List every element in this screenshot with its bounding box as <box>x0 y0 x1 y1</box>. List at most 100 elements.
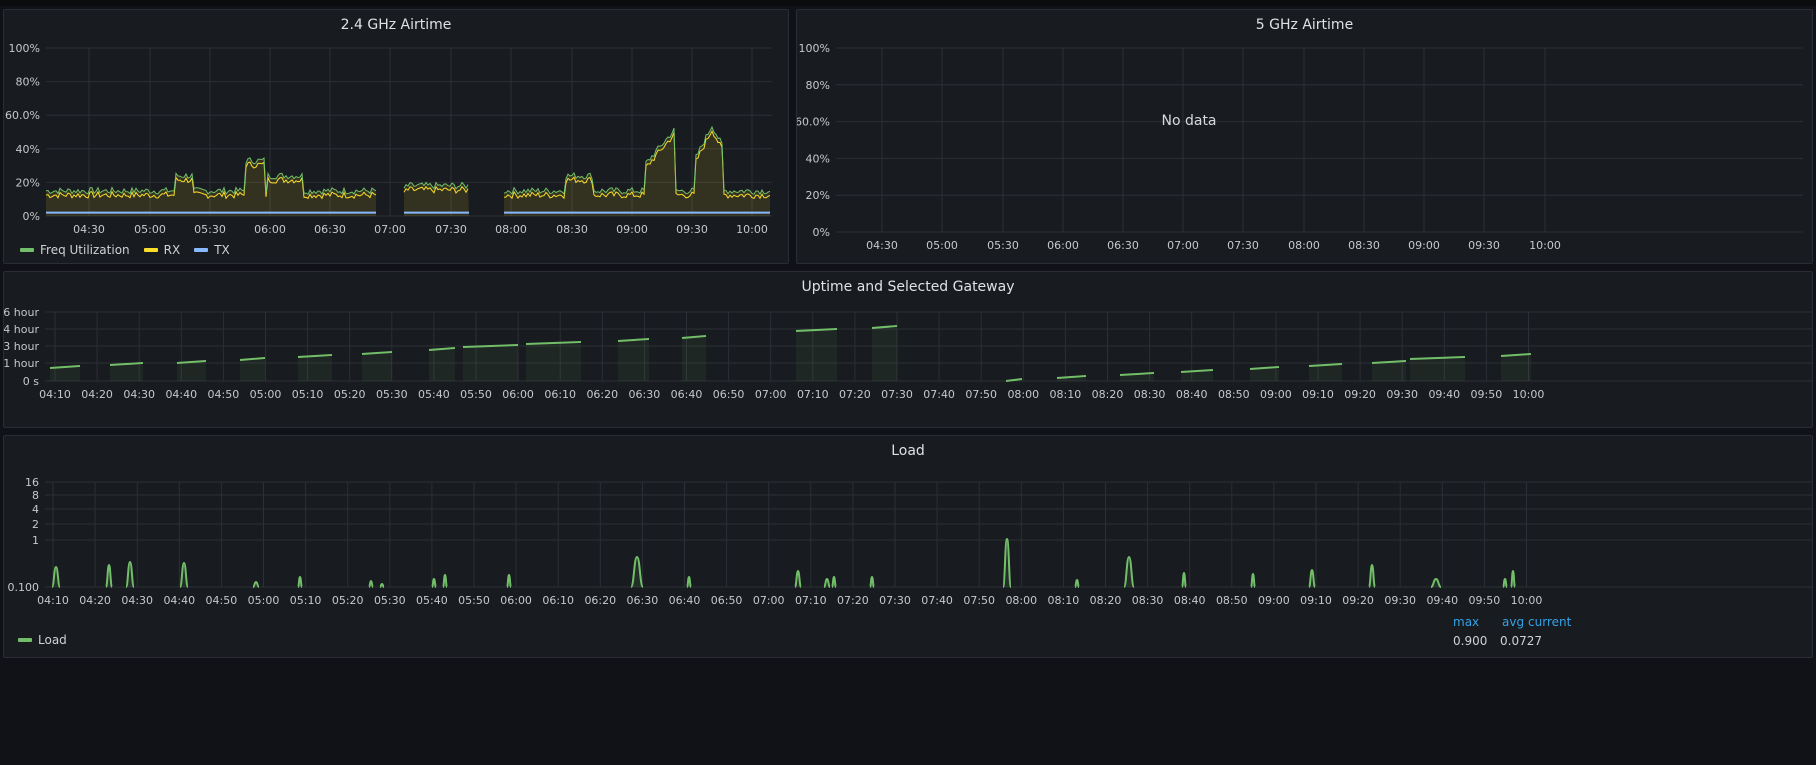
x-tick-label: 07:10 <box>795 594 827 607</box>
x-tick-label: 07:50 <box>963 594 995 607</box>
x-tick-label: 04:30 <box>866 239 898 252</box>
x-tick-label: 07:00 <box>753 594 785 607</box>
x-tick-label: 06:50 <box>711 594 743 607</box>
x-tick-label: 09:30 <box>1468 239 1500 252</box>
uptime-bar <box>240 360 265 381</box>
panel-title[interactable]: 5 GHz Airtime <box>1255 17 1354 33</box>
panel-title[interactable]: Load <box>891 443 925 459</box>
uptime-bar <box>110 365 143 381</box>
y-tick-label: 16 <box>25 476 39 489</box>
airtime-5-chart[interactable]: 0% 20% 40% 60.0% 80% 100% 04:30 05:00 05:30 06:00… <box>797 10 1814 265</box>
airtime-24-chart[interactable]: 0% 20% 40% 60.0% 80% 100% 04:30 05:00 05:30 06:00… <box>4 10 790 265</box>
x-tick-label: 05:20 <box>334 388 366 401</box>
series-rx-line <box>403 185 469 194</box>
panel-2-4ghz-airtime[interactable]: 2.4 GHz Airtime 0% 20% 40% 60.0% 80% 100% 04:3… <box>3 9 789 264</box>
x-tick-label: 07:20 <box>837 594 869 607</box>
y-tick-label: 4 hour <box>4 323 39 336</box>
uptime-chart[interactable]: 0 s 1 hour 3 hour 4 hour 6 hour 04:10 04:20 04:… <box>4 272 1814 429</box>
x-tick-label: 07:40 <box>923 388 955 401</box>
load-spike <box>252 580 260 588</box>
x-tick-label: 08:30 <box>1134 388 1166 401</box>
series-freq-line <box>503 125 771 196</box>
stat-header-max[interactable]: max <box>1453 615 1480 629</box>
uptime-line <box>1409 356 1466 360</box>
load-spike <box>686 575 692 588</box>
stat-header-avg[interactable]: avg <box>1502 615 1525 629</box>
x-tick-label: 09:00 <box>1408 239 1440 252</box>
x-tick-label: 04:50 <box>206 594 238 607</box>
x-tick-label: 05:30 <box>987 239 1019 252</box>
x-tick-label: 06:00 <box>500 594 532 607</box>
x-tick-label: 07:00 <box>755 388 787 401</box>
x-tick-label: 09:00 <box>1260 388 1292 401</box>
legend-label-freq: Freq Utilization <box>40 243 130 257</box>
y-tick-label: 4 <box>32 503 39 516</box>
top-bar <box>0 0 1816 6</box>
load-spike <box>51 565 61 588</box>
y-tick-label: 100% <box>799 42 830 55</box>
uptime-line <box>361 351 393 355</box>
x-tick-label: 07:10 <box>797 388 829 401</box>
x-tick-label: 06:40 <box>671 388 703 401</box>
uptime-line <box>49 365 81 369</box>
rx-area <box>46 157 376 216</box>
x-tick-label: 08:30 <box>556 223 588 236</box>
legend: Freq Utilization RX TX <box>20 243 230 257</box>
uptime-bar <box>362 354 392 381</box>
x-tick-label: 06:10 <box>542 594 574 607</box>
y-tick-label: 20% <box>16 176 40 189</box>
x-tick-label: 08:40 <box>1176 388 1208 401</box>
panel-load[interactable]: Load 0.100 1 2 4 8 16 04:10 04:20 04:30 04:40 04:5… <box>3 435 1813 658</box>
x-tick-label: 09:40 <box>1426 594 1458 607</box>
y-tick-label: 3 hour <box>4 340 39 353</box>
swatch-freq <box>20 248 34 252</box>
x-tick-label: 04:50 <box>208 388 240 401</box>
series-rx-line <box>45 161 377 200</box>
uptime-bar <box>682 338 706 381</box>
uptime-line <box>1249 366 1280 370</box>
x-tick-label: 10:00 <box>1529 239 1561 252</box>
panel-uptime[interactable]: Uptime and Selected Gateway 0 s 1 hour 3 h… <box>3 271 1813 428</box>
y-tick-label: 60.0% <box>5 109 40 122</box>
x-tick-label: 06:00 <box>254 223 286 236</box>
x-tick-label: 07:50 <box>965 388 997 401</box>
uptime-line <box>176 360 207 364</box>
x-tick-label: 10:00 <box>736 223 768 236</box>
legend-label-load: Load <box>38 633 67 647</box>
y-tick-label: 20% <box>806 189 830 202</box>
x-tick-label: 08:40 <box>1174 594 1206 607</box>
x-tick-label: 09:20 <box>1344 388 1376 401</box>
legend-item-tx[interactable]: TX <box>194 243 230 257</box>
panel-title[interactable]: 2.4 GHz Airtime <box>340 17 452 33</box>
x-tick-label: 09:30 <box>676 223 708 236</box>
x-tick-label: 05:20 <box>332 594 364 607</box>
rx-area <box>504 127 770 216</box>
y-tick-label: 80% <box>16 76 40 89</box>
uptime-line <box>1119 372 1155 376</box>
x-tick-label: 05:00 <box>250 388 282 401</box>
y-tick-label: 40% <box>806 152 830 165</box>
y-tick-label: 8 <box>32 489 39 502</box>
x-tick-label: 10:00 <box>1513 388 1545 401</box>
legend-item-rx[interactable]: RX <box>143 243 180 257</box>
x-tick-label: 06:10 <box>544 388 576 401</box>
load-spike <box>368 579 374 588</box>
uptime-line <box>1005 378 1023 382</box>
x-tick-label: 04:20 <box>79 594 111 607</box>
load-spike <box>105 563 113 588</box>
uptime-bar <box>1057 378 1086 381</box>
uptime-line <box>1308 363 1343 367</box>
uptime-bar <box>796 331 837 381</box>
x-tick-label: 09:40 <box>1428 388 1460 401</box>
y-tick-label: 40% <box>16 143 40 156</box>
legend-item-freq[interactable]: Freq Utilization <box>20 243 130 257</box>
panel-5ghz-airtime[interactable]: 5 GHz Airtime 0% 20% 40% 60.0% 80% 100% 04:30 0… <box>796 9 1813 264</box>
legend-item-load[interactable]: Load <box>18 633 67 647</box>
uptime-bar <box>872 328 897 381</box>
stat-header-current[interactable]: current <box>1528 615 1572 629</box>
panel-title[interactable]: Uptime and Selected Gateway <box>801 279 1015 295</box>
x-tick-label: 09:10 <box>1302 388 1334 401</box>
x-tick-label: 06:20 <box>584 594 616 607</box>
x-tick-label: 07:40 <box>921 594 953 607</box>
